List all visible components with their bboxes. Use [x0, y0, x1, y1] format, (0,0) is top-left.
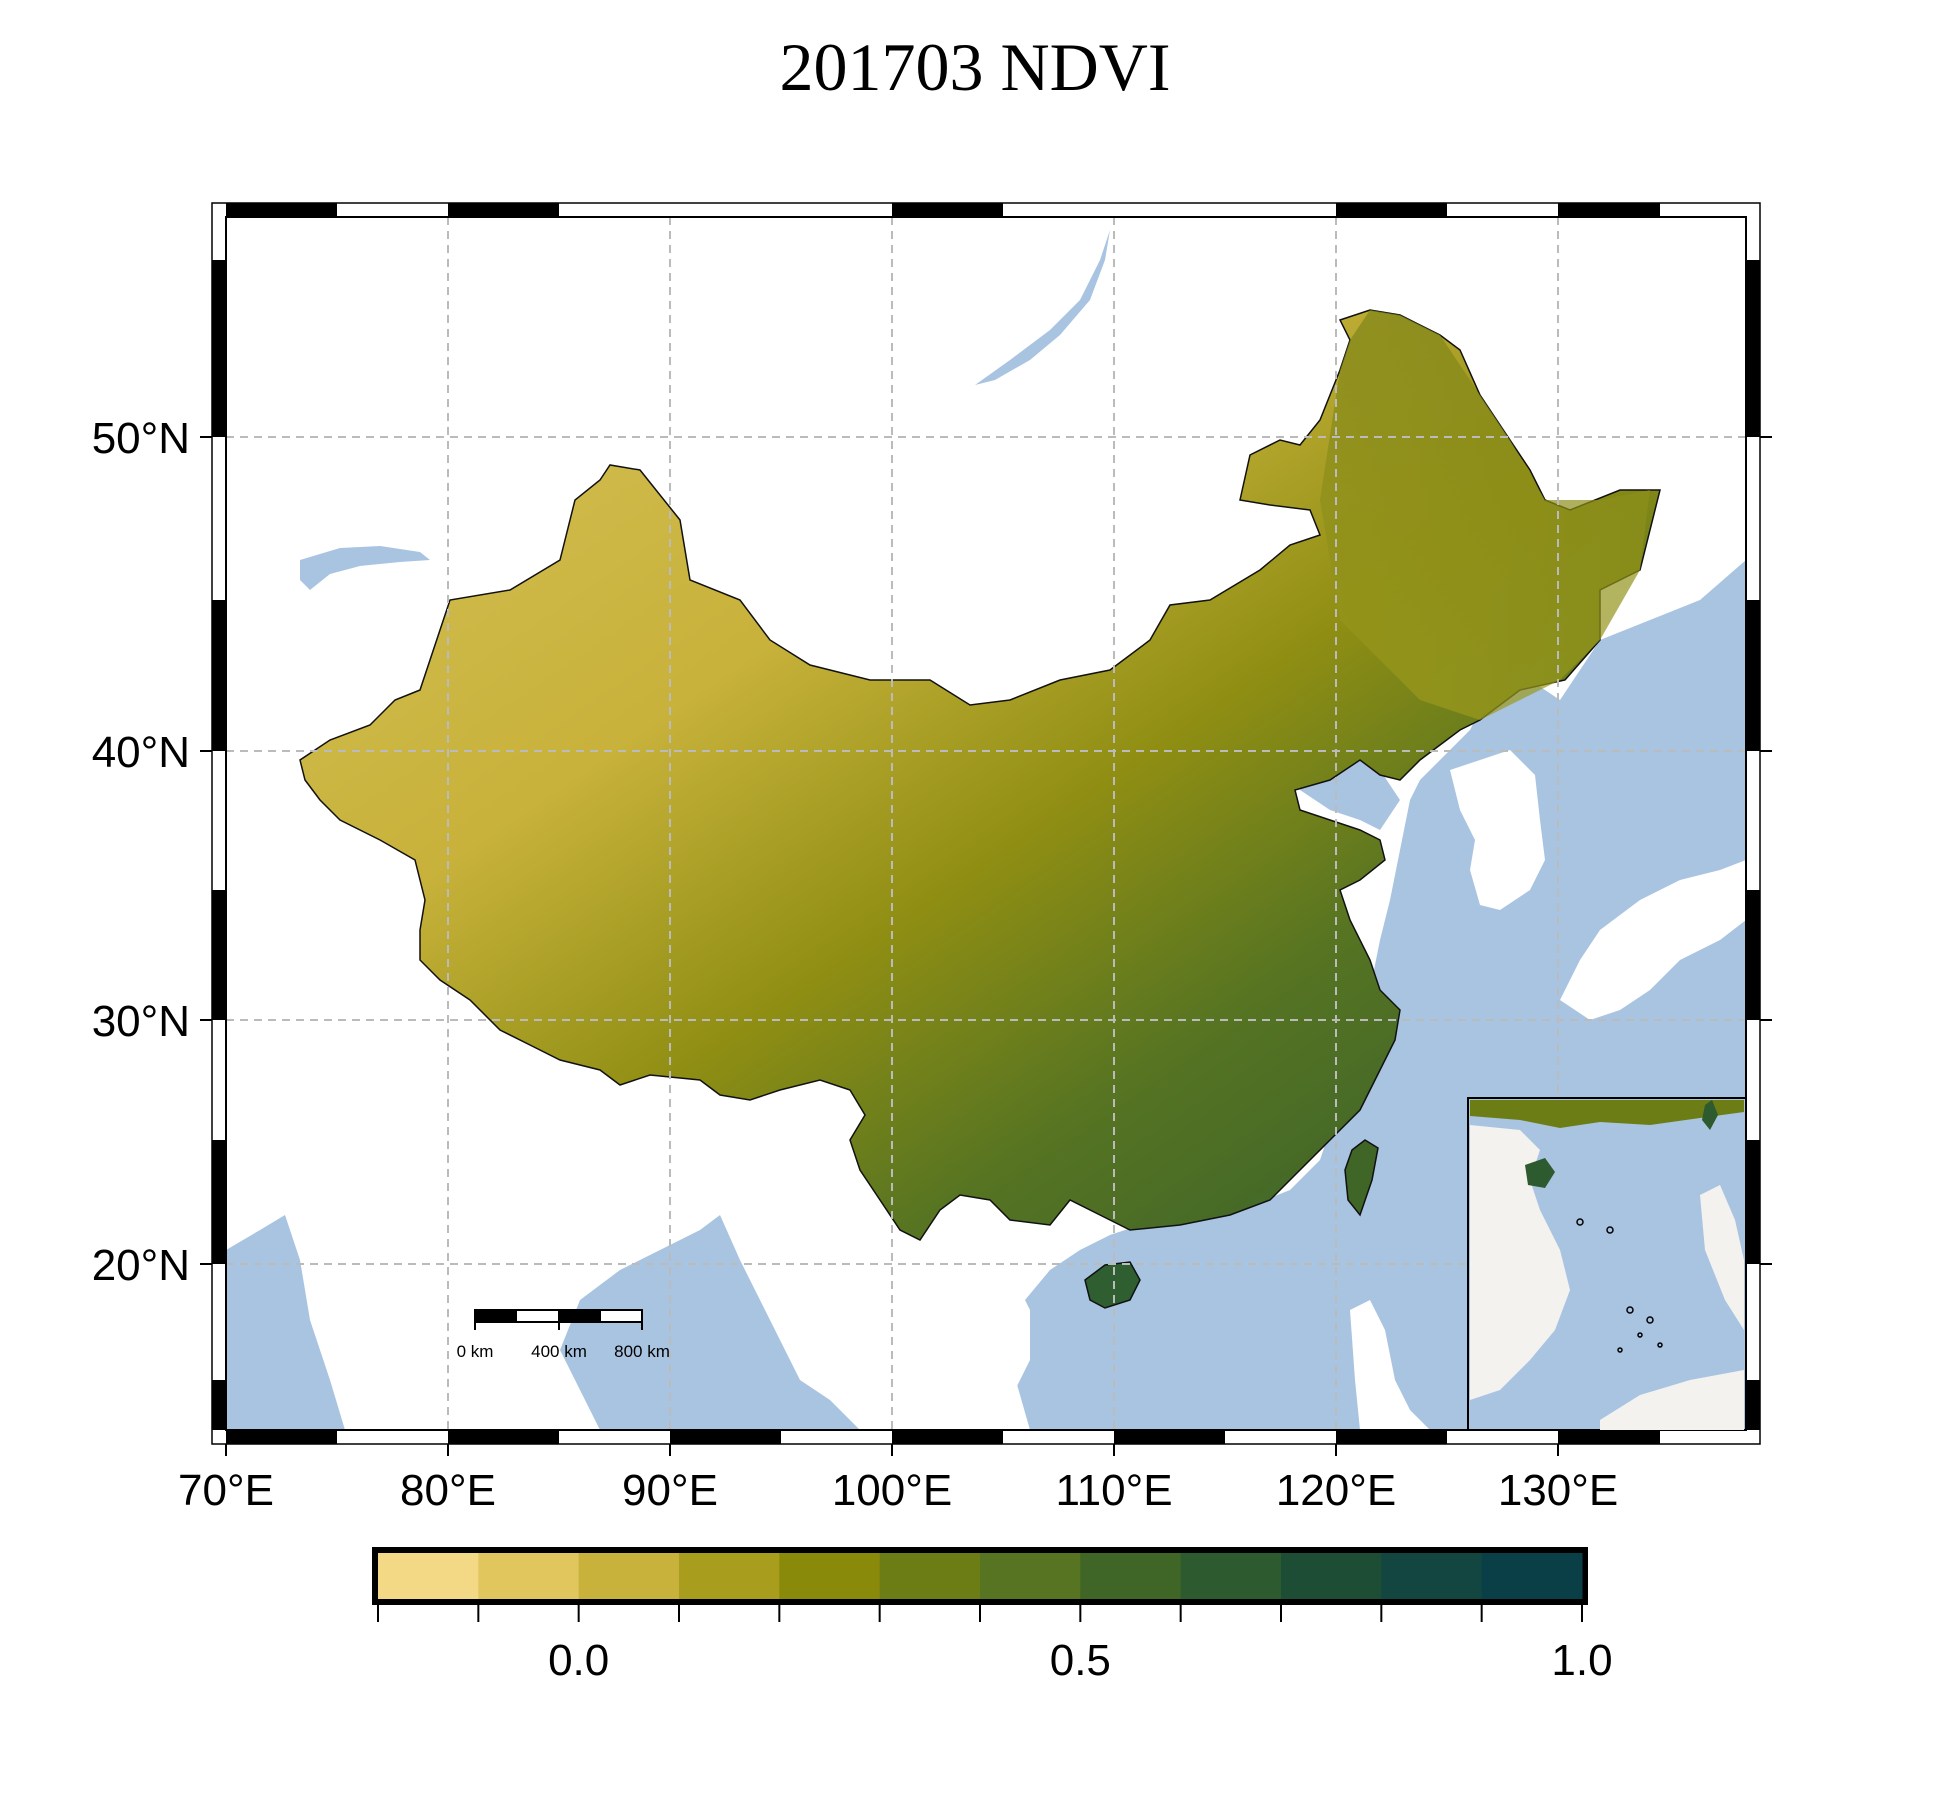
colorbar-swatch — [378, 1553, 479, 1599]
lake-baikal — [975, 230, 1110, 385]
colorbar-swatch — [1080, 1553, 1182, 1599]
lat-label-20: 20°N — [92, 1241, 190, 1290]
colorbar: 0.0 0.5 1.0 — [372, 1547, 1613, 1685]
colorbar-swatch — [478, 1553, 580, 1599]
lon-label-130: 130°E — [1498, 1466, 1618, 1515]
lat-label-40: 40°N — [92, 728, 190, 777]
japan — [1560, 860, 1746, 1020]
lat-label-50: 50°N — [92, 414, 190, 463]
colorbar-swatch — [1281, 1553, 1382, 1599]
inset-taiwan — [1702, 1100, 1718, 1130]
colorbar-swatch — [1481, 1553, 1583, 1599]
inset-hainan — [1525, 1158, 1555, 1188]
colorbar-swatch — [779, 1553, 881, 1599]
scale-label-0: 0 km — [457, 1342, 494, 1361]
colorbar-swatches — [378, 1553, 1583, 1599]
china-ndvi-area — [299, 309, 1661, 1241]
lon-label-80: 80°E — [400, 1466, 496, 1515]
colorbar-frame — [372, 1547, 1588, 1605]
northeast-china — [1320, 310, 1650, 720]
scale-label-400: 400 km — [531, 1342, 587, 1361]
colorbar-swatch — [578, 1553, 680, 1599]
lon-tick-labels: 70°E 80°E 90°E 100°E 110°E 120°E 130°E — [178, 1466, 1618, 1515]
map-frame: 70°E 80°E 90°E 100°E 110°E 120°E 130°E 2… — [92, 202, 1772, 1515]
colorbar-swatch — [980, 1553, 1081, 1599]
south-china-sea-inset — [1467, 1097, 1747, 1431]
figure-title: 201703 NDVI — [780, 29, 1171, 105]
lon-label-120: 120°E — [1276, 1466, 1396, 1515]
colorbar-swatch — [879, 1553, 981, 1599]
colorbar-label-0: 0.0 — [548, 1636, 609, 1685]
frame-checker-top — [226, 203, 1660, 217]
bay-of-bengal-east — [560, 1215, 860, 1430]
colorbar-swatch — [1180, 1553, 1282, 1599]
lat-tick-labels: 20°N 30°N 40°N 50°N — [92, 414, 190, 1290]
scale-label-800: 800 km — [614, 1342, 670, 1361]
frame-checker-bottom — [226, 1430, 1660, 1444]
lon-label-110: 110°E — [1055, 1466, 1172, 1515]
inset-philippines — [1700, 1185, 1744, 1330]
scale-bar: 0 km 400 km 800 km — [457, 1309, 670, 1361]
inset-borneo — [1600, 1370, 1744, 1430]
taiwan-island — [1344, 1139, 1379, 1217]
lon-label-70: 70°E — [178, 1466, 274, 1515]
colorbar-label-2: 1.0 — [1551, 1636, 1612, 1685]
bay-of-bengal — [226, 1215, 345, 1430]
frame-checker-left — [212, 260, 226, 1430]
colorbar-ticks — [377, 1605, 1583, 1622]
tick-marks — [200, 436, 1772, 1456]
colorbar-label-1: 0.5 — [1050, 1636, 1111, 1685]
colorbar-swatch — [679, 1553, 780, 1599]
philippines — [1350, 1300, 1430, 1430]
indochina — [850, 1250, 1030, 1430]
lake-balkhash — [300, 546, 430, 590]
lon-label-100: 100°E — [832, 1466, 952, 1515]
lat-label-30: 30°N — [92, 997, 190, 1046]
korean-peninsula — [1450, 750, 1545, 910]
colorbar-swatch — [1381, 1553, 1483, 1599]
frame-checker-right — [1746, 260, 1760, 1430]
lon-label-90: 90°E — [622, 1466, 718, 1515]
inset-islands — [1576, 1218, 1663, 1353]
inset-china-strip — [1470, 1100, 1744, 1128]
inset-mainland — [1470, 1125, 1570, 1400]
